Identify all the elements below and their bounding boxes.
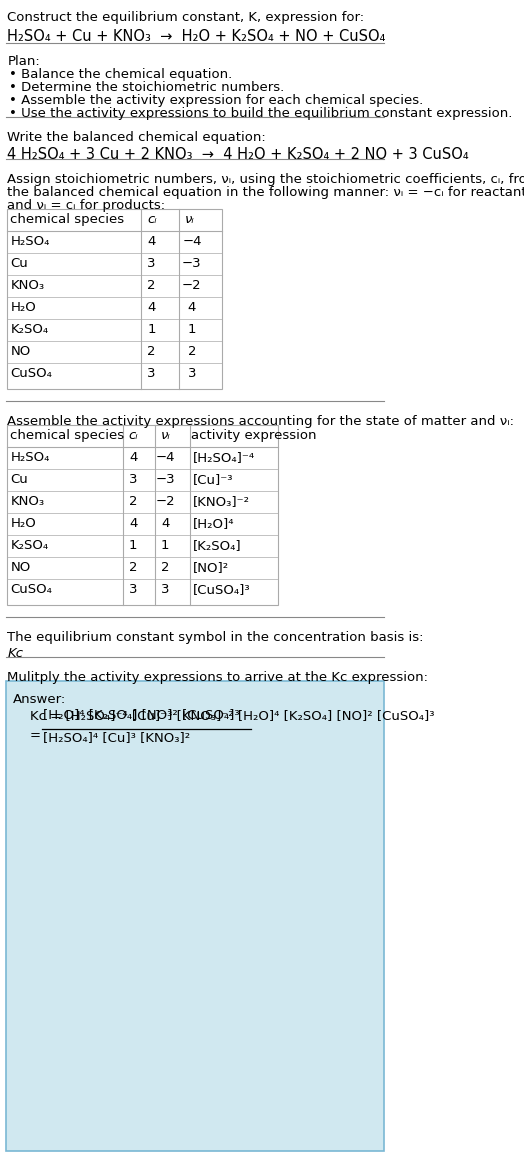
Text: [H₂SO₄]⁴ [Cu]³ [KNO₃]²: [H₂SO₄]⁴ [Cu]³ [KNO₃]² <box>43 731 190 744</box>
Text: CuSO₄: CuSO₄ <box>10 583 52 596</box>
Text: CuSO₄: CuSO₄ <box>10 367 52 380</box>
Text: 3: 3 <box>188 367 196 380</box>
Bar <box>6 681 384 1151</box>
Text: 1: 1 <box>188 323 196 336</box>
Text: 2: 2 <box>147 345 156 358</box>
Text: 4: 4 <box>129 451 137 464</box>
Text: [H₂SO₄]⁻⁴: [H₂SO₄]⁻⁴ <box>193 451 255 464</box>
Text: 2: 2 <box>188 345 196 358</box>
Bar <box>7 425 278 605</box>
Text: 4: 4 <box>161 517 169 530</box>
Text: cᵢ: cᵢ <box>147 213 157 226</box>
Text: H₂SO₄: H₂SO₄ <box>10 235 50 248</box>
Text: 3: 3 <box>147 257 156 270</box>
Text: NO: NO <box>10 345 31 358</box>
Text: 1: 1 <box>147 323 156 336</box>
Text: cᵢ: cᵢ <box>129 429 138 442</box>
Bar <box>7 209 222 389</box>
Text: 4 H₂SO₄ + 3 Cu + 2 KNO₃  →  4 H₂O + K₂SO₄ + 2 NO + 3 CuSO₄: 4 H₂SO₄ + 3 Cu + 2 KNO₃ → 4 H₂O + K₂SO₄ … <box>7 147 469 162</box>
Text: −3: −3 <box>182 257 202 270</box>
Text: 4: 4 <box>148 235 156 248</box>
Text: −2: −2 <box>155 495 175 508</box>
Text: The equilibrium constant symbol in the concentration basis is:: The equilibrium constant symbol in the c… <box>7 630 424 644</box>
Text: [NO]²: [NO]² <box>193 561 229 574</box>
Text: [CuSO₄]³: [CuSO₄]³ <box>193 583 250 596</box>
Text: 4: 4 <box>188 301 196 314</box>
Text: 3: 3 <box>129 473 137 486</box>
Text: • Assemble the activity expression for each chemical species.: • Assemble the activity expression for e… <box>9 94 423 107</box>
Text: Assemble the activity expressions accounting for the state of matter and νᵢ:: Assemble the activity expressions accoun… <box>7 415 515 428</box>
Text: 2: 2 <box>161 561 169 574</box>
Text: Cu: Cu <box>10 473 28 486</box>
Text: 2: 2 <box>129 561 137 574</box>
Text: νᵢ: νᵢ <box>184 213 194 226</box>
Text: KNO₃: KNO₃ <box>10 495 45 508</box>
Text: =: = <box>30 729 41 742</box>
Text: 1: 1 <box>129 539 137 552</box>
Text: chemical species: chemical species <box>10 213 125 226</box>
Text: Kᴄ = [H₂SO₄]⁻⁴ [Cu]⁻³ [KNO₃]⁻² [H₂O]⁴ [K₂SO₄] [NO]² [CuSO₄]³: Kᴄ = [H₂SO₄]⁻⁴ [Cu]⁻³ [KNO₃]⁻² [H₂O]⁴ [K… <box>30 709 434 722</box>
Text: 2: 2 <box>129 495 137 508</box>
Text: • Use the activity expressions to build the equilibrium constant expression.: • Use the activity expressions to build … <box>9 107 512 121</box>
Text: [H₂O]⁴ [K₂SO₄] [NO]² [CuSO₄]³: [H₂O]⁴ [K₂SO₄] [NO]² [CuSO₄]³ <box>43 708 240 721</box>
Text: Plan:: Plan: <box>7 54 40 68</box>
Text: chemical species: chemical species <box>10 429 125 442</box>
Text: 1: 1 <box>161 539 169 552</box>
Text: 4: 4 <box>129 517 137 530</box>
Text: 4: 4 <box>148 301 156 314</box>
Text: K₂SO₄: K₂SO₄ <box>10 539 49 552</box>
Text: NO: NO <box>10 561 31 574</box>
Text: H₂SO₄: H₂SO₄ <box>10 451 50 464</box>
Text: Construct the equilibrium constant, K, expression for:: Construct the equilibrium constant, K, e… <box>7 10 365 24</box>
Text: and νᵢ = cᵢ for products:: and νᵢ = cᵢ for products: <box>7 199 166 212</box>
Text: • Balance the chemical equation.: • Balance the chemical equation. <box>9 68 232 81</box>
Text: KNO₃: KNO₃ <box>10 279 45 292</box>
Text: −3: −3 <box>155 473 175 486</box>
Text: K₂SO₄: K₂SO₄ <box>10 323 49 336</box>
Text: νᵢ: νᵢ <box>161 429 170 442</box>
Text: the balanced chemical equation in the following manner: νᵢ = −cᵢ for reactants: the balanced chemical equation in the fo… <box>7 185 524 199</box>
Text: [Cu]⁻³: [Cu]⁻³ <box>193 473 233 486</box>
Text: • Determine the stoichiometric numbers.: • Determine the stoichiometric numbers. <box>9 81 284 94</box>
Text: [H₂O]⁴: [H₂O]⁴ <box>193 517 234 530</box>
Text: H₂O: H₂O <box>10 517 36 530</box>
Text: −4: −4 <box>155 451 175 464</box>
Text: Cu: Cu <box>10 257 28 270</box>
Text: Assign stoichiometric numbers, νᵢ, using the stoichiometric coefficients, cᵢ, fr: Assign stoichiometric numbers, νᵢ, using… <box>7 173 524 185</box>
Text: 3: 3 <box>147 367 156 380</box>
Text: Answer:: Answer: <box>14 693 67 706</box>
Text: Kᴄ: Kᴄ <box>7 647 24 659</box>
Text: 2: 2 <box>147 279 156 292</box>
Text: −4: −4 <box>182 235 202 248</box>
Text: 3: 3 <box>129 583 137 596</box>
Text: [K₂SO₄]: [K₂SO₄] <box>193 539 241 552</box>
Text: H₂O: H₂O <box>10 301 36 314</box>
Text: −2: −2 <box>182 279 202 292</box>
Text: Write the balanced chemical equation:: Write the balanced chemical equation: <box>7 131 266 144</box>
Text: [KNO₃]⁻²: [KNO₃]⁻² <box>193 495 249 508</box>
Text: H₂SO₄ + Cu + KNO₃  →  H₂O + K₂SO₄ + NO + CuSO₄: H₂SO₄ + Cu + KNO₃ → H₂O + K₂SO₄ + NO + C… <box>7 29 386 44</box>
Text: Mulitply the activity expressions to arrive at the Kᴄ expression:: Mulitply the activity expressions to arr… <box>7 671 429 684</box>
Text: activity expression: activity expression <box>191 429 316 442</box>
Text: 3: 3 <box>161 583 169 596</box>
